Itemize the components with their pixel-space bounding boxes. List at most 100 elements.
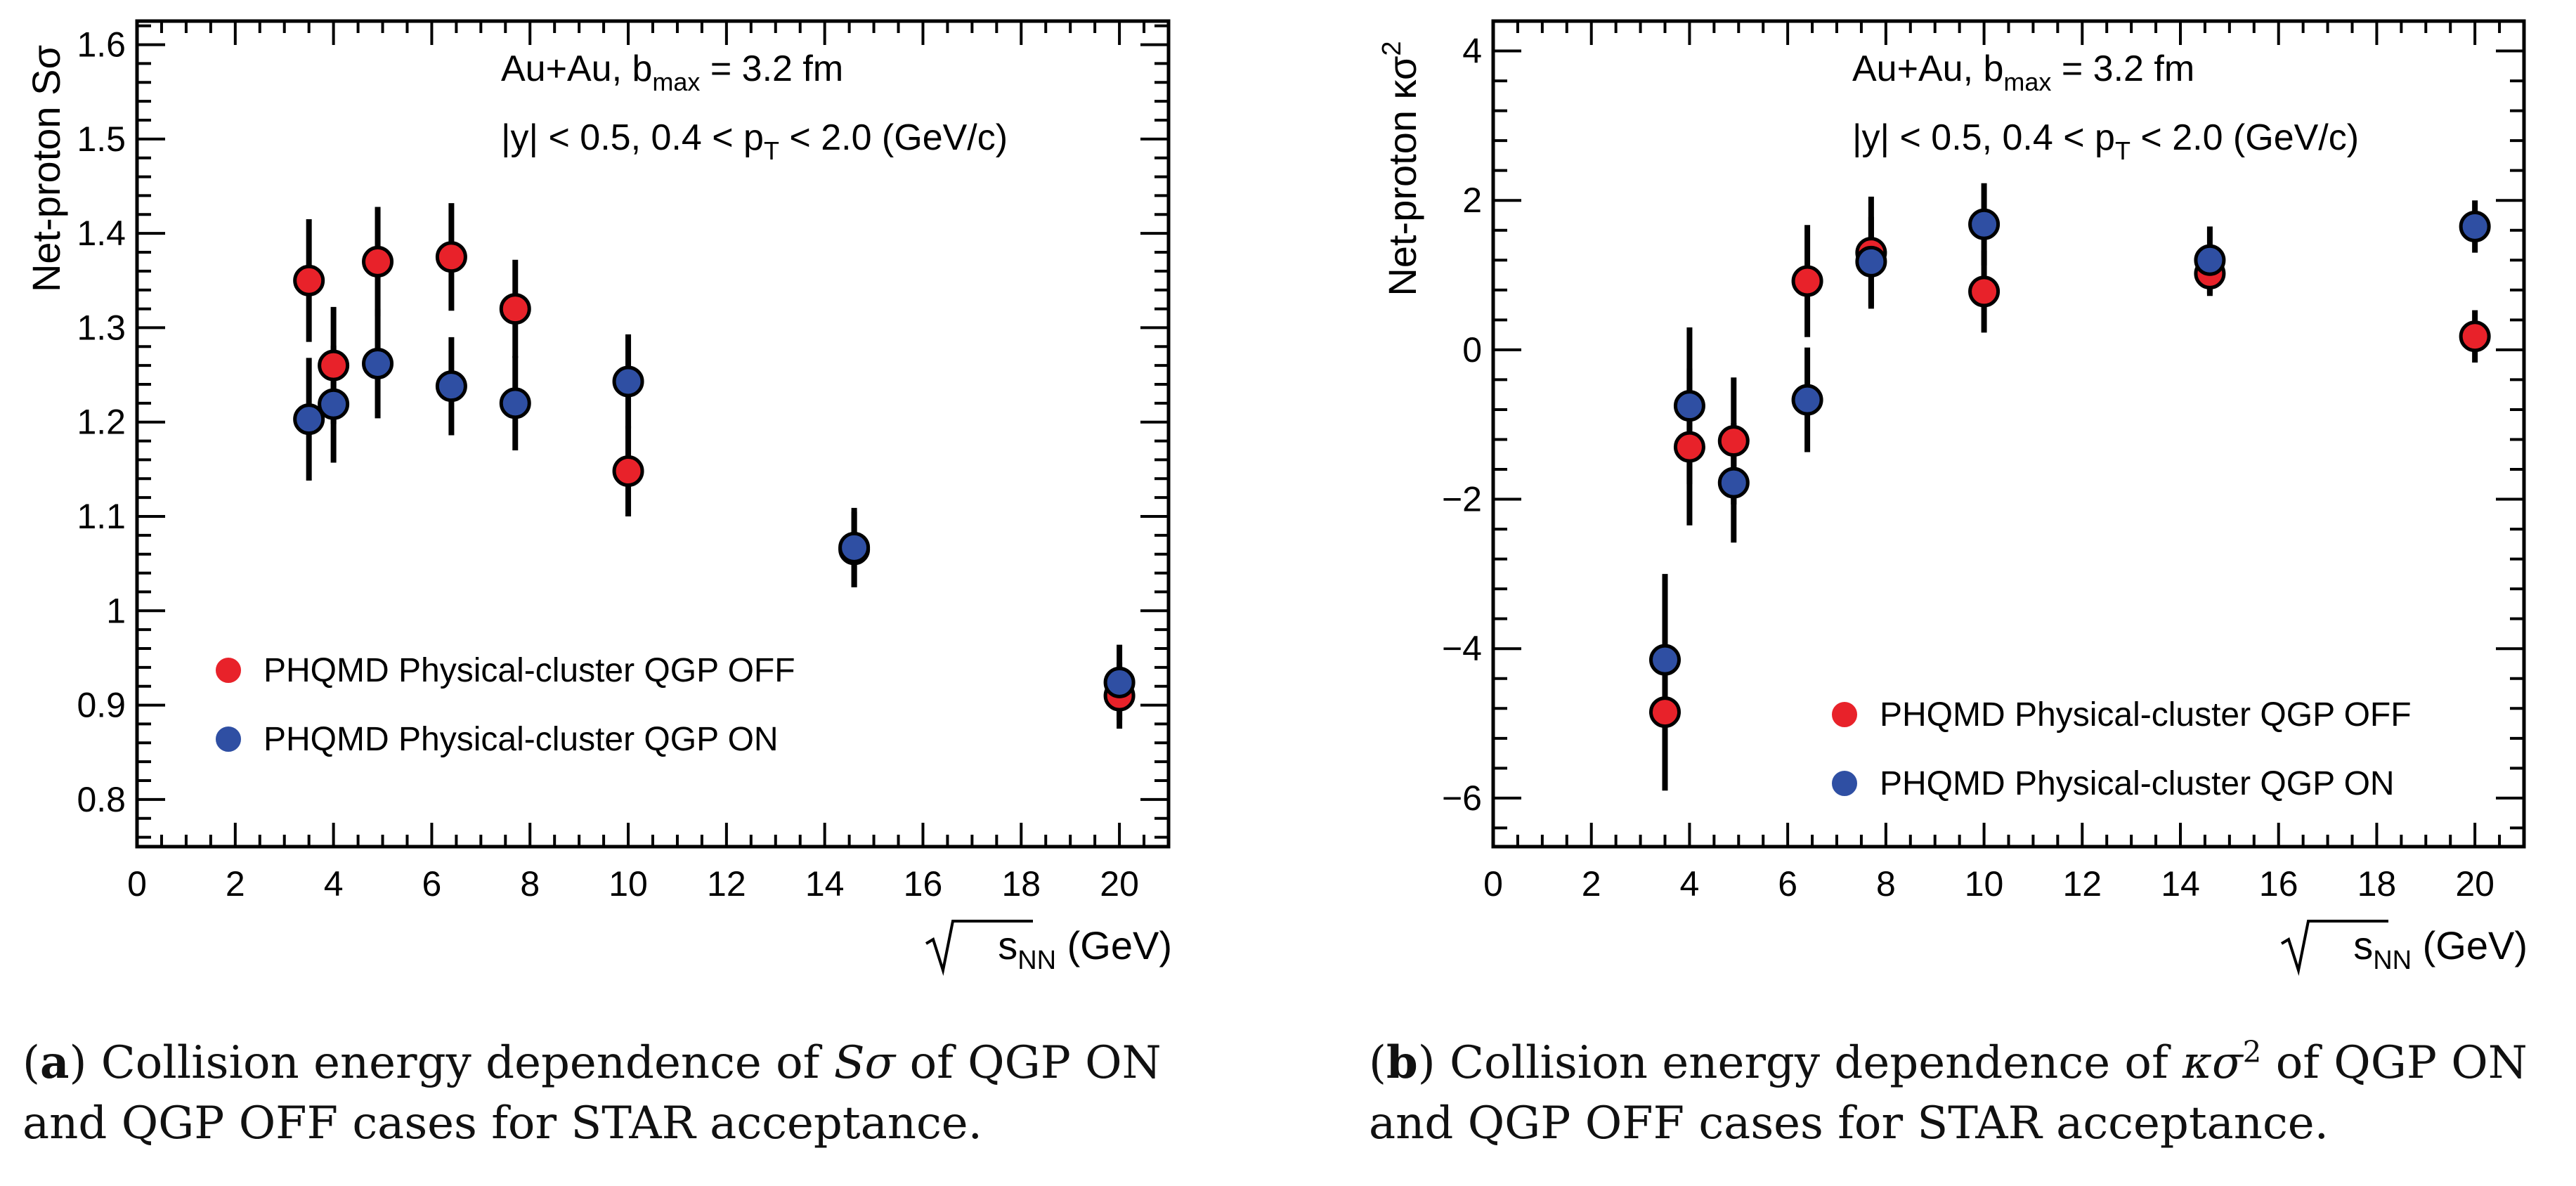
panel-b-legend-marker	[1832, 771, 1857, 796]
panel-a-annotation-line2-sub: T	[764, 136, 779, 165]
caption-a-suffix: of QGP ON	[895, 1037, 1162, 1089]
caption-a-label: a	[39, 1036, 70, 1089]
panel-a-x-tick-label: 20	[1100, 864, 1139, 904]
panel-b-annotation-line1: Au+Au, bmax = 3.2 fm	[1852, 48, 2194, 96]
panel-a-legend-marker	[216, 726, 241, 752]
caption-b: (b) Collision energy dependence of κσ2 o…	[1369, 1033, 2528, 1154]
caption-a-line2: and QGP OFF cases for STAR acceptance.	[22, 1097, 982, 1149]
panel-b-qgp-on-point	[1649, 644, 1681, 676]
panel-a-chart: 0 2 4 6 8 10 12 14 16 18 20 0.8 0.9 1 1.1 1.2 1.3 1.4 1.5 1…	[24, 19, 1172, 976]
panel-b-y-tick-label: 0	[1462, 330, 1482, 370]
panel-a-y-tick-label: 1.5	[77, 119, 126, 159]
panel-a-annotation-line2-end: < 2.0 (GeV/c)	[779, 117, 1008, 158]
panel-a-y-tick-label: 1.3	[77, 308, 126, 347]
panel-b-annotation-line1-text: Au+Au, b	[1852, 48, 2003, 89]
panel-a-x-tick-label: 14	[805, 864, 845, 904]
panel-b-legend-label: PHQMD Physical-cluster QGP OFF	[1880, 696, 2412, 734]
panel-a-sqrt-sign	[925, 920, 1033, 976]
panel-b-qgp-on-point	[1717, 467, 1750, 499]
panel-a-qgp-on-point	[293, 403, 325, 436]
caption-a-prefix: Collision energy dependence of	[100, 1037, 834, 1089]
panel-b-legend-label: PHQMD Physical-cluster QGP ON	[1880, 765, 2395, 802]
caption-b-prefix: Collision energy dependence of	[1450, 1037, 2183, 1089]
panel-b-x-tick-label: 10	[1965, 864, 2004, 904]
panel-a-qgp-off-point	[362, 245, 394, 278]
panel-b-qgp-on-point	[1968, 208, 2001, 240]
panel-a-qgp-on-point	[838, 531, 871, 563]
panel-b-x-tick-label: 8	[1876, 864, 1896, 904]
panel-b-y-axis-label-prefix: Net-proton	[1380, 99, 1424, 296]
panel-a-y-tick-label: 1.2	[77, 403, 126, 442]
panel-b-legend-marker	[1832, 702, 1857, 727]
panel-a-qgp-on-point	[612, 365, 644, 398]
panel-a-y-axis-label-prefix: Net-proton	[24, 96, 68, 292]
panel-b-x-tick-label: 18	[2357, 864, 2397, 904]
panel-b-qgp-off-point	[1673, 431, 1705, 463]
caption-b-symbol: κσ	[2182, 1037, 2243, 1089]
panel-a-x-tick-label: 16	[904, 864, 943, 904]
panel-a-legend-marker	[216, 658, 241, 683]
panel-b-x-tick-label: 16	[2259, 864, 2298, 904]
caption-a-symbol: Sσ	[833, 1037, 896, 1089]
panel-a-qgp-on-point	[435, 370, 467, 403]
panel-b-qgp-on-point	[1673, 390, 1705, 422]
panel-b-qgp-off-point	[2459, 320, 2491, 353]
panel-a-x-tick-label: 10	[609, 864, 648, 904]
panel-b-y-tick-label: −4	[1442, 629, 1482, 668]
caption-b-symbol-sup: 2	[2242, 1034, 2262, 1069]
panel-b-y-tick-label: 2	[1462, 181, 1482, 220]
panel-b-y-axis-label: Net-proton κσ2	[1377, 41, 1424, 296]
panel-a-qgp-off-point	[612, 455, 644, 488]
panel-a-x-tick-label: 12	[707, 864, 746, 904]
panel-b-x-axis-label: sNN (GeV)	[2353, 923, 2528, 975]
panel-a-annotation-line1: Au+Au, bmax = 3.2 fm	[501, 48, 843, 96]
panel-a-x-axis-label-s: s	[998, 923, 1017, 967]
panel-a-qgp-off-point	[318, 349, 350, 382]
panel-b-qgp-off-point	[1649, 696, 1681, 729]
panel-a-annotation-line1-sub: max	[652, 67, 700, 96]
panel-b-qgp-off-point	[1717, 425, 1750, 457]
panel-a-qgp-on-point	[499, 387, 531, 419]
panel-a-qgp-off-point	[435, 241, 467, 273]
panel-a-annotation-line1-text: Au+Au, b	[501, 48, 652, 89]
panel-a-annotation-line2-text: |y| < 0.5, 0.4 < p	[501, 117, 764, 158]
panel-b-sqrt-sign	[2280, 920, 2388, 976]
panel-a-x-tick-label: 4	[324, 864, 344, 904]
panel-a-qgp-off-point	[499, 293, 531, 325]
panel-a-qgp-on-point	[362, 347, 394, 379]
panel-b-qgp-on-point	[1855, 245, 1887, 278]
panel-b-qgp-on-point	[1791, 384, 1823, 416]
panel-a-x-axis-label-unit: (GeV)	[1056, 923, 1172, 967]
panel-b-qgp-off-point	[1968, 275, 2001, 308]
panel-a-x-tick-label: 6	[422, 864, 442, 904]
panel-b-annotation-line2-text: |y| < 0.5, 0.4 < p	[1852, 117, 2115, 158]
panel-a-qgp-off-point	[293, 264, 325, 296]
panel-a-x-axis-label-sub: NN	[1017, 946, 1056, 975]
caption-b-suffix: of QGP ON	[2261, 1037, 2528, 1089]
panel-b-x-axis-label-sub: NN	[2373, 946, 2412, 975]
panel-a-y-axis-label-symbol: Sσ	[24, 45, 68, 96]
panel-b-annotation-line1-end: = 3.2 fm	[2051, 48, 2194, 89]
panel-a-y-tick-label: 1.1	[77, 497, 126, 536]
panel-b-y-tick-label: −2	[1442, 480, 1482, 519]
panel-b-x-tick-label: 6	[1778, 864, 1797, 904]
panel-b-annotation-line1-sub: max	[2003, 67, 2051, 96]
panel-b-x-tick-label: 2	[1582, 864, 1601, 904]
panel-b-x-axis-label-unit: (GeV)	[2412, 923, 2528, 967]
panel-b-annotation-line2: |y| < 0.5, 0.4 < pT < 2.0 (GeV/c)	[1852, 117, 2359, 165]
panel-a-x-tick-label: 8	[520, 864, 540, 904]
panel-a-qgp-on-point	[318, 388, 350, 420]
panel-b-x-tick-label: 20	[2455, 864, 2494, 904]
panel-a-y-tick-label: 1	[106, 591, 126, 630]
panel-b-qgp-off-point	[1791, 265, 1823, 297]
panel-a-x-tick-label: 2	[226, 864, 245, 904]
panel-b-y-axis-label-symbol: κσ	[1380, 56, 1424, 100]
caption-b-label: b	[1386, 1036, 1418, 1089]
panel-a-y-tick-label: 0.9	[77, 686, 126, 725]
caption-b-line2: and QGP OFF cases for STAR acceptance.	[1369, 1097, 2329, 1149]
panel-a-x-tick-label: 18	[1001, 864, 1041, 904]
panel-a-qgp-on-point	[1103, 666, 1136, 698]
panel-b-x-tick-label: 12	[2062, 864, 2102, 904]
